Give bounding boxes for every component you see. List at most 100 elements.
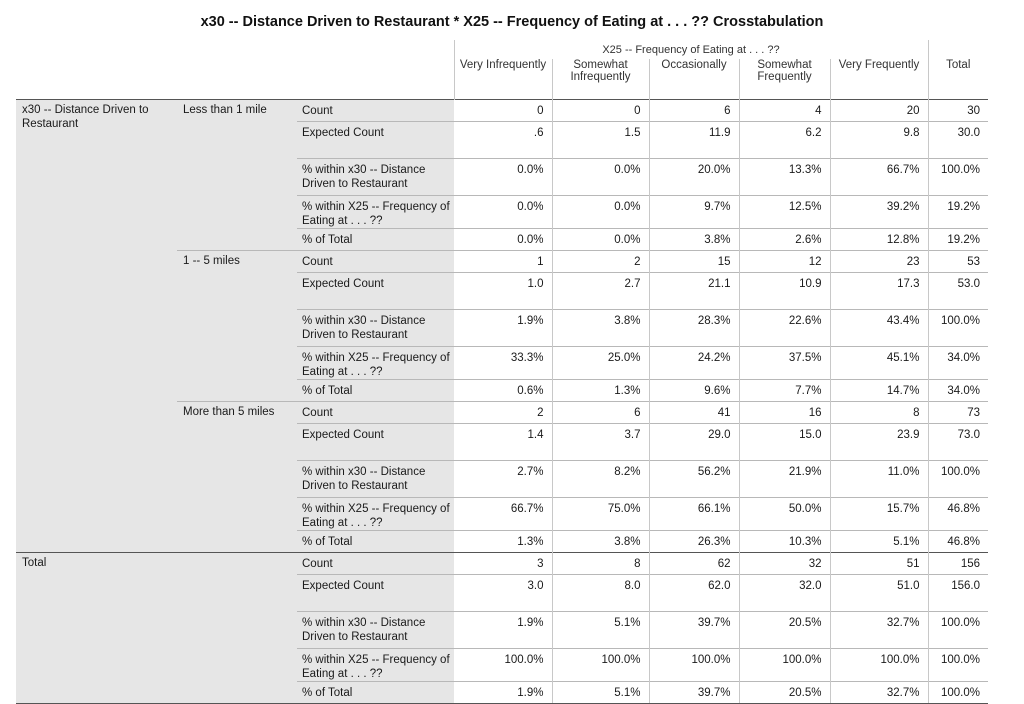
corner-cell xyxy=(16,40,454,59)
value-cell: 50.0% xyxy=(738,496,830,530)
value-cell: 20.0% xyxy=(648,157,739,195)
value-cell: 3 xyxy=(454,551,552,574)
value-cell: 1.0 xyxy=(454,271,552,309)
statistic-label: Count xyxy=(297,551,454,574)
statistic-label: % within X25 -- Frequency of Eating at .… xyxy=(297,647,454,681)
value-cell: 20.5% xyxy=(738,610,830,648)
total-cell: 73 xyxy=(927,400,988,423)
column-header: Occasionally xyxy=(648,59,739,99)
value-cell: 17.3 xyxy=(829,271,928,309)
total-cell: 46.8% xyxy=(927,529,988,552)
value-cell: 9.8 xyxy=(829,120,928,158)
table-row: % within X25 -- Frequency of Eating at .… xyxy=(16,345,988,379)
value-cell: 15.0 xyxy=(738,422,830,460)
value-cell: 1.4 xyxy=(454,422,552,460)
value-cell: 1.9% xyxy=(454,680,552,704)
total-cell: 53.0 xyxy=(927,271,988,309)
value-cell: 8.0 xyxy=(551,573,649,611)
value-cell: 100.0% xyxy=(454,647,552,681)
value-cell: 0.0% xyxy=(551,194,649,228)
value-cell: 32.7% xyxy=(829,680,928,704)
value-cell: 2 xyxy=(551,249,649,272)
table-row: % of Total 1.3% 3.8% 26.3% 10.3% 5.1% 46.8% xyxy=(16,529,988,552)
value-cell: 9.6% xyxy=(648,378,739,401)
total-cell: 100.0% xyxy=(927,610,988,648)
value-cell: 5.1% xyxy=(551,610,649,648)
statistic-label: % within X25 -- Frequency of Eating at .… xyxy=(297,194,454,228)
value-cell: 3.8% xyxy=(551,308,649,346)
total-cell: 46.8% xyxy=(927,496,988,530)
table-row: % within x30 -- Distance Driven to Resta… xyxy=(16,610,988,648)
value-cell: 25.0% xyxy=(551,345,649,379)
value-cell: 39.7% xyxy=(648,610,739,648)
total-cell: 30 xyxy=(927,98,988,121)
statistic-label: Expected Count xyxy=(297,271,454,309)
table-row: % of Total 0.0% 0.0% 3.8% 2.6% 12.8% 19.2% xyxy=(16,227,988,250)
value-cell: 0.6% xyxy=(454,378,552,401)
value-cell: 23 xyxy=(829,249,928,272)
value-cell: 43.4% xyxy=(829,308,928,346)
category-label: More than 5 miles xyxy=(177,400,297,552)
total-cell: 34.0% xyxy=(927,345,988,379)
statistic-label: Expected Count xyxy=(297,120,454,158)
value-cell: 7.7% xyxy=(738,378,830,401)
value-cell: 24.2% xyxy=(648,345,739,379)
table-title: x30 -- Distance Driven to Restaurant * X… xyxy=(200,14,824,30)
value-cell: 41 xyxy=(648,400,739,423)
value-cell: 100.0% xyxy=(738,647,830,681)
table-row: Expected Count 1.0 2.7 21.1 10.9 17.3 53.0 xyxy=(16,271,988,309)
value-cell: 12.8% xyxy=(829,227,928,250)
total-cell: 34.0% xyxy=(927,378,988,401)
total-cell: 156 xyxy=(927,551,988,574)
category-label: 1 -- 5 miles xyxy=(177,249,297,401)
value-cell: 8 xyxy=(551,551,649,574)
value-cell: 6 xyxy=(648,98,739,121)
value-cell: 33.3% xyxy=(454,345,552,379)
value-cell: 8 xyxy=(829,400,928,423)
total-cell: 19.2% xyxy=(927,194,988,228)
value-cell: 51 xyxy=(829,551,928,574)
value-cell: 0 xyxy=(551,98,649,121)
value-cell: 3.8% xyxy=(648,227,739,250)
statistic-label: Count xyxy=(297,249,454,272)
statistic-label: % within X25 -- Frequency of Eating at .… xyxy=(297,345,454,379)
value-cell: 10.3% xyxy=(738,529,830,552)
total-cell: 19.2% xyxy=(927,227,988,250)
table-row: % within x30 -- Distance Driven to Resta… xyxy=(16,157,988,195)
value-cell: 2.7 xyxy=(551,271,649,309)
column-header: Very Frequently xyxy=(829,59,928,99)
table-row: x30 -- Distance Driven to Restaurant Less… xyxy=(16,98,988,552)
statistic-label: Expected Count xyxy=(297,573,454,611)
table-row: Total Count 3 8 62 32 51 156 xyxy=(16,551,988,704)
category-label: Less than 1 mile xyxy=(177,98,297,250)
total-cell: 100.0% xyxy=(927,459,988,497)
value-cell: 1.3% xyxy=(454,529,552,552)
value-cell: 16 xyxy=(738,400,830,423)
row-variable-label: x30 -- Distance Driven to Restaurant xyxy=(16,98,177,552)
statistic-label: Count xyxy=(297,98,454,121)
value-cell: 5.1% xyxy=(829,529,928,552)
value-cell: 100.0% xyxy=(648,647,739,681)
value-cell: 56.2% xyxy=(648,459,739,497)
value-cell: 0.0% xyxy=(454,194,552,228)
column-header: Somewhat Infrequently xyxy=(551,59,649,99)
value-cell: 28.3% xyxy=(648,308,739,346)
value-cell: 0.0% xyxy=(454,157,552,195)
value-cell: 2.7% xyxy=(454,459,552,497)
value-cell: 23.9 xyxy=(829,422,928,460)
value-cell: 66.7% xyxy=(829,157,928,195)
total-cell: 100.0% xyxy=(927,647,988,681)
value-cell: 3.8% xyxy=(551,529,649,552)
value-cell: 6.2 xyxy=(738,120,830,158)
value-cell: 20 xyxy=(829,98,928,121)
value-cell: 32.7% xyxy=(829,610,928,648)
statistic-label: % within X25 -- Frequency of Eating at .… xyxy=(297,496,454,530)
table-row: % within X25 -- Frequency of Eating at .… xyxy=(16,496,988,530)
total-cell: 156.0 xyxy=(927,573,988,611)
value-cell: 29.0 xyxy=(648,422,739,460)
value-cell: 11.0% xyxy=(829,459,928,497)
crosstab-table: X25 -- Frequency of Eating at . . . ?? V… xyxy=(16,40,988,704)
column-header: Very Infrequently xyxy=(453,59,552,99)
value-cell: 6 xyxy=(551,400,649,423)
value-cell: 8.2% xyxy=(551,459,649,497)
